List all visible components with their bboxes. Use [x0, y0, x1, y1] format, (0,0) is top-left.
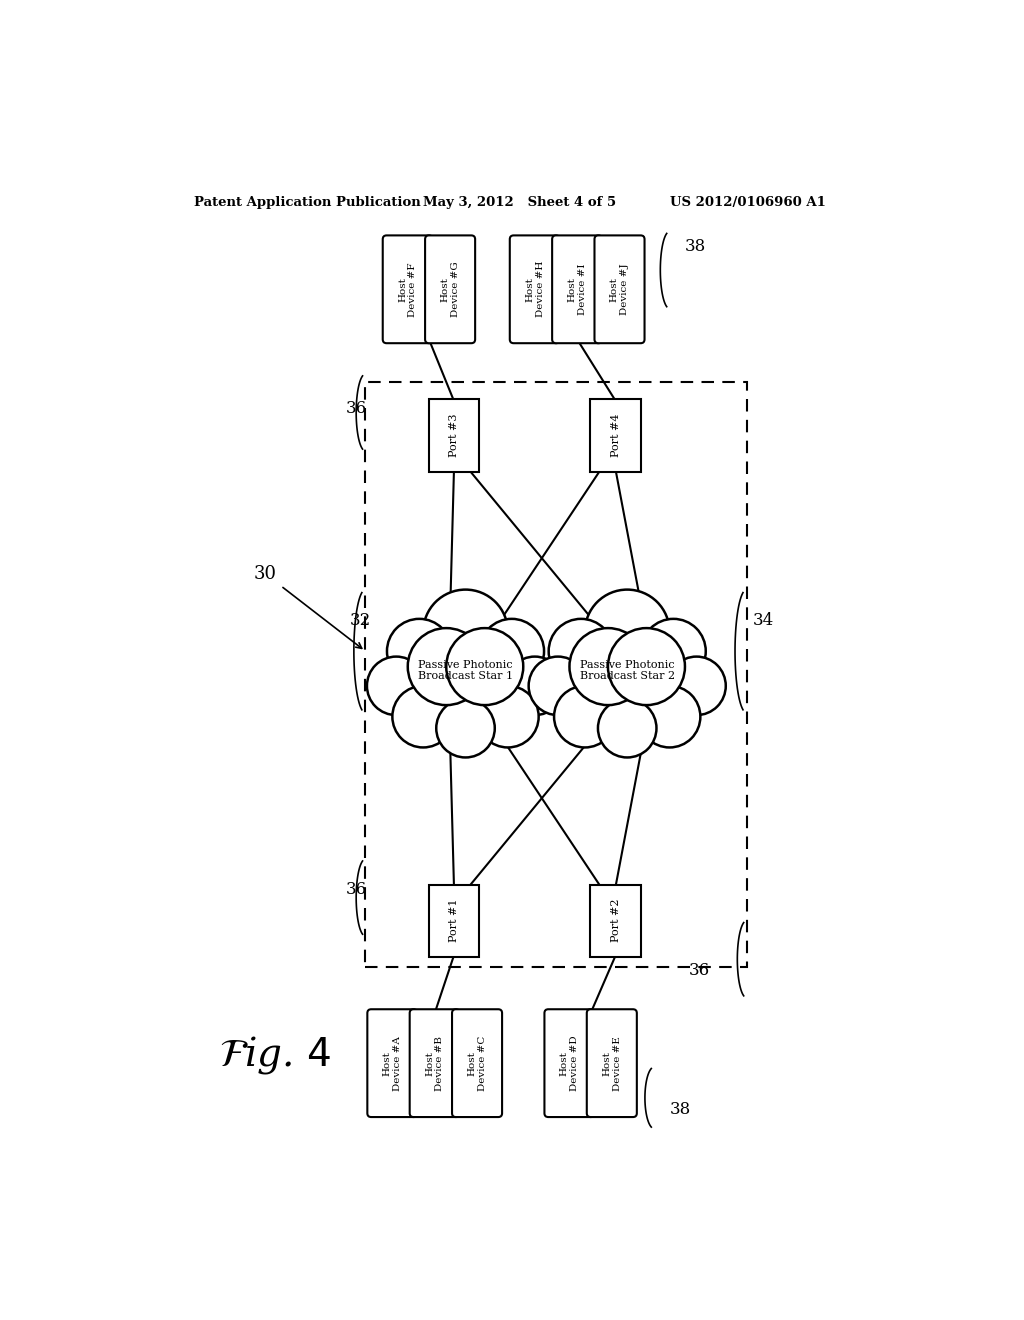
Text: Patent Application Publication: Patent Application Publication: [194, 195, 421, 209]
Text: Passive Photonic
Broadcast Star 2: Passive Photonic Broadcast Star 2: [580, 660, 675, 681]
Text: US 2012/0106960 A1: US 2012/0106960 A1: [670, 195, 825, 209]
Text: Host
Device #I: Host Device #I: [567, 264, 587, 315]
Text: Host
Device #B: Host Device #B: [425, 1036, 444, 1090]
Text: Port #4: Port #4: [610, 414, 621, 457]
FancyBboxPatch shape: [368, 1010, 418, 1117]
Text: 38: 38: [685, 239, 707, 256]
Text: Host
Device #C: Host Device #C: [467, 1035, 486, 1090]
FancyBboxPatch shape: [510, 235, 560, 343]
Text: Host
Device #J: Host Device #J: [610, 264, 629, 315]
Text: Port #1: Port #1: [449, 899, 459, 942]
Text: Host
Device #F: Host Device #F: [398, 263, 418, 317]
Text: 36: 36: [346, 400, 368, 417]
FancyBboxPatch shape: [410, 1010, 460, 1117]
Text: 36: 36: [346, 882, 368, 899]
FancyBboxPatch shape: [429, 884, 479, 957]
Text: Passive Photonic
Broadcast Star 1: Passive Photonic Broadcast Star 1: [418, 660, 513, 681]
FancyBboxPatch shape: [590, 400, 641, 471]
Text: 30: 30: [254, 565, 276, 583]
Text: Host
Device #E: Host Device #E: [602, 1036, 622, 1090]
FancyBboxPatch shape: [452, 1010, 502, 1117]
FancyBboxPatch shape: [383, 235, 433, 343]
Text: 38: 38: [670, 1101, 691, 1118]
Text: Host
Device #H: Host Device #H: [525, 261, 545, 318]
Text: Host
Device #G: Host Device #G: [440, 261, 460, 317]
FancyBboxPatch shape: [425, 235, 475, 343]
FancyBboxPatch shape: [587, 1010, 637, 1117]
Bar: [366, 381, 746, 966]
Text: 36: 36: [689, 962, 710, 979]
Text: Host
Device #D: Host Device #D: [560, 1035, 580, 1090]
Text: $\mathcal{F}$ig. $4$: $\mathcal{F}$ig. $4$: [219, 1035, 331, 1076]
Text: May 3, 2012   Sheet 4 of 5: May 3, 2012 Sheet 4 of 5: [423, 195, 616, 209]
FancyBboxPatch shape: [545, 1010, 595, 1117]
Text: Port #2: Port #2: [610, 899, 621, 942]
Text: Port #3: Port #3: [449, 414, 459, 457]
Text: Host
Device #A: Host Device #A: [383, 1036, 402, 1090]
FancyBboxPatch shape: [429, 400, 479, 471]
Text: 32: 32: [350, 612, 372, 628]
Text: 34: 34: [753, 612, 774, 628]
FancyBboxPatch shape: [552, 235, 602, 343]
FancyBboxPatch shape: [595, 235, 644, 343]
FancyBboxPatch shape: [590, 884, 641, 957]
